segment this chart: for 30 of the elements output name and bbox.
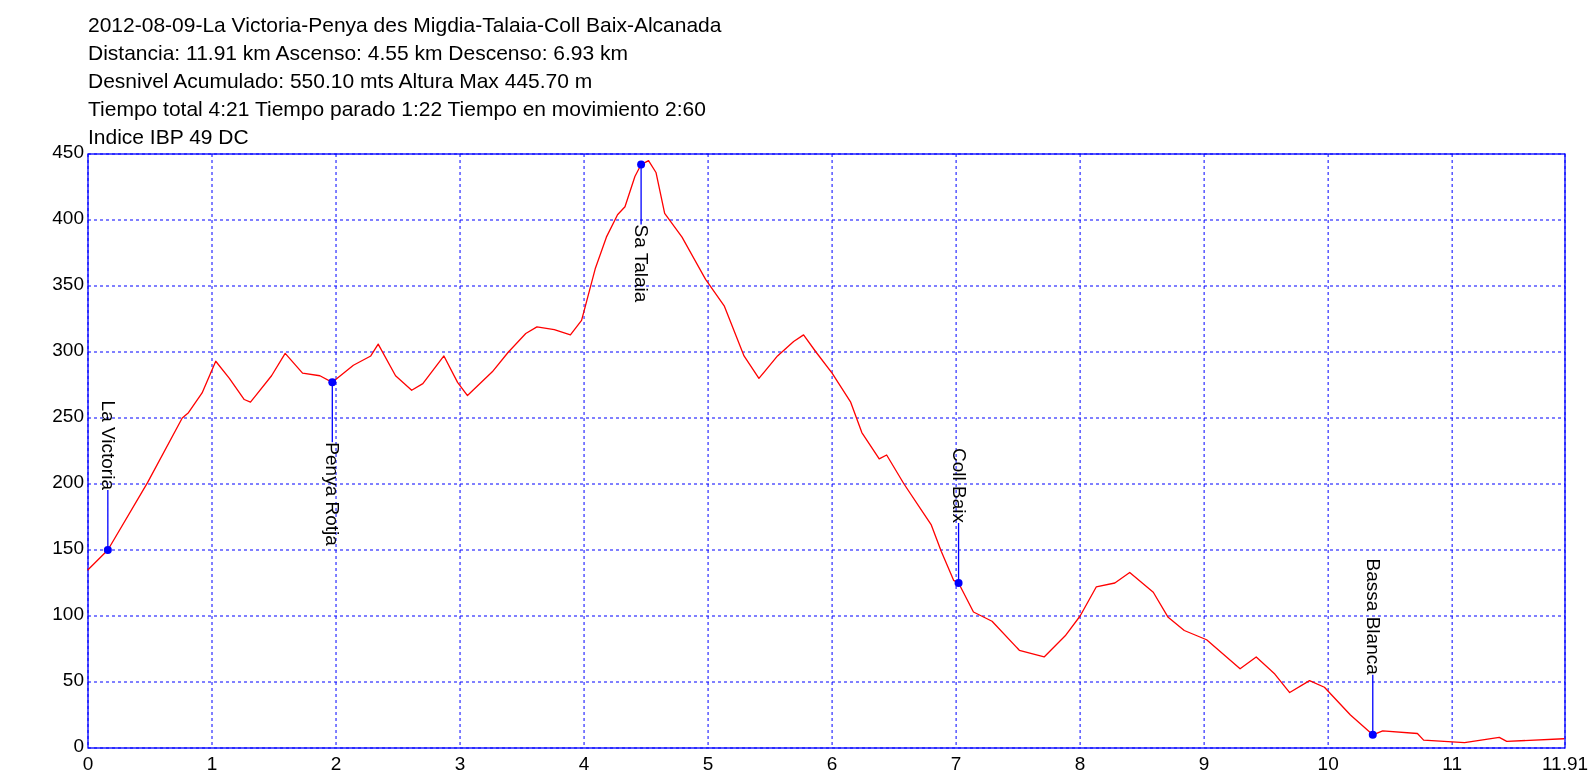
y-tick-label: 450 — [52, 141, 84, 162]
x-tick-label: 2 — [330, 753, 342, 774]
y-tick-label: 300 — [52, 339, 84, 360]
x-tick-label: 4 — [578, 753, 590, 774]
x-tick-label: 11.91 — [1541, 753, 1589, 774]
x-tick-label: 3 — [454, 753, 466, 774]
chart-subtitle: Distancia: 11.91 km Ascenso: 4.55 km Descenso: 6.93 km Desnivel Acumulado: 550.10 mts Altura Max 445.70 m Tiempo total 4:21 Tiempo parado 1:22 Tiempo en movimiento 2:60 Indice IBP 49 DC — [88, 41, 706, 148]
x-tick-label: 11 — [1442, 753, 1463, 774]
x-tick-label: 1 — [206, 753, 218, 774]
y-tick-label: 400 — [52, 207, 84, 228]
y-tick-label: 100 — [52, 603, 84, 624]
y-tick-label: 50 — [62, 669, 84, 690]
annotation: Penya Rotja — [322, 442, 344, 547]
annotation: La Victoria — [97, 400, 119, 491]
annotation: Sa Talaia — [631, 224, 653, 303]
x-tick-label: 10 — [1317, 753, 1339, 774]
x-tick-label: 8 — [1074, 753, 1086, 774]
x-tick-label: 7 — [950, 753, 962, 774]
x-tick-label: 5 — [702, 753, 714, 774]
y-tick-label: 200 — [52, 471, 84, 492]
y-tick-label: 150 — [52, 537, 84, 558]
line-series — [87, 159, 1565, 744]
y-tick-label: 350 — [52, 273, 84, 294]
annotation: Bassa Blanca — [1362, 558, 1384, 676]
x-tick-label: 6 — [826, 753, 838, 774]
chart-title: 2012-08-09-La Victoria-Penya des Migdia-Talaia-Coll Baix-Alcanada — [88, 13, 722, 36]
annotation: Coll Baix — [948, 448, 970, 524]
x-tick-label: 9 — [1198, 753, 1210, 774]
y-tick-label: 0 — [73, 735, 84, 756]
y-tick-label: 250 — [52, 405, 84, 426]
